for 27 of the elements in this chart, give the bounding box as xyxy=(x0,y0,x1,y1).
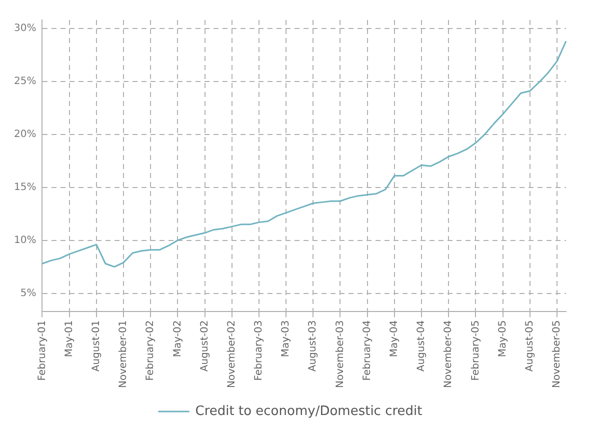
x-tick-label: February-01 xyxy=(36,320,48,381)
x-tick-label: November-03 xyxy=(334,320,346,388)
x-tick-label: May-03 xyxy=(280,320,292,358)
x-tick-label: November-02 xyxy=(226,320,238,388)
x-tick-label: August-04 xyxy=(416,320,428,372)
legend-label: Credit to economy/Domestic credit xyxy=(195,404,422,419)
x-tick-label: February-03 xyxy=(254,320,265,381)
y-tick-label: 25% xyxy=(14,76,36,88)
x-tick-label: February-04 xyxy=(362,320,373,381)
x-tick-label: February-05 xyxy=(470,320,482,381)
x-tick-label: May-02 xyxy=(172,320,184,358)
y-tick-label: 20% xyxy=(14,128,36,140)
x-tick-label: August-05 xyxy=(524,320,536,372)
y-tick-label: 5% xyxy=(20,288,36,299)
y-tick-label: 10% xyxy=(14,234,36,246)
y-tick-label: 15% xyxy=(14,182,36,193)
x-tick-label: November-05 xyxy=(552,320,563,388)
x-tick-label: November-01 xyxy=(118,320,130,388)
x-tick-label: November-04 xyxy=(443,320,454,388)
x-tick-label: August-03 xyxy=(308,320,319,372)
x-tick-label: May-01 xyxy=(64,320,75,358)
x-tick-label: May-04 xyxy=(389,320,400,358)
x-tick-label: August-02 xyxy=(199,320,210,372)
y-tick-label: 30% xyxy=(14,23,36,34)
x-tick-label: May-05 xyxy=(497,320,508,358)
x-tick-label: February-02 xyxy=(145,320,156,381)
x-tick-label: August-01 xyxy=(91,320,102,372)
